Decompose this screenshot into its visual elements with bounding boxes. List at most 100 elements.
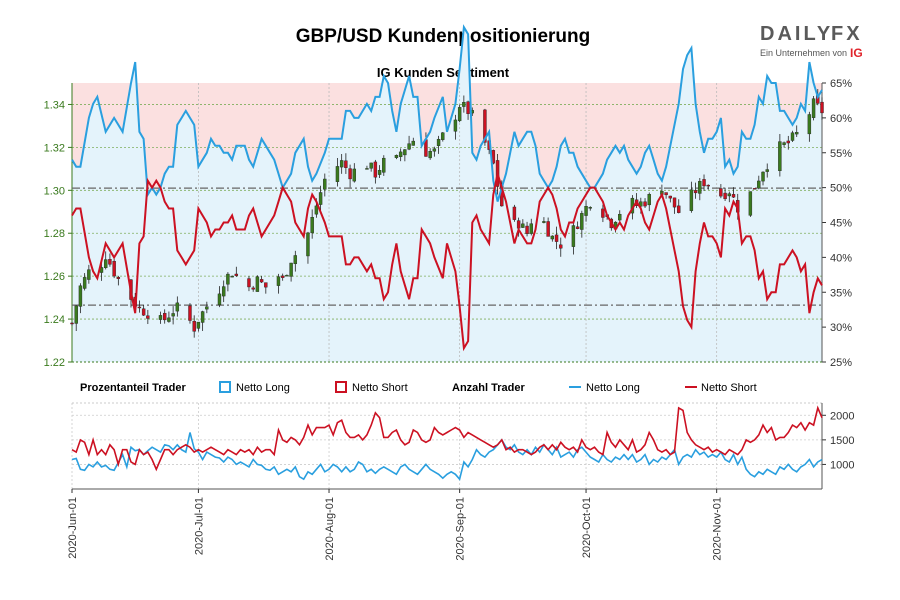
candle-body (234, 273, 239, 276)
candle-body (571, 225, 576, 247)
candle-body (432, 148, 437, 152)
candle-body (647, 194, 651, 206)
dailyfx-logo: DAILY FX Ein Unternehmen von IG (760, 23, 863, 60)
candle-body (559, 244, 563, 249)
candle-body (525, 225, 529, 234)
candle-body (158, 315, 163, 320)
candle-body (761, 171, 765, 182)
candle-body (765, 169, 769, 172)
candle-body (112, 260, 116, 277)
lower-plot: 1000 1500 2000 (71, 402, 854, 490)
candle-body (403, 149, 407, 156)
chart-subtitle: IG Kunden Sentiment (377, 65, 510, 80)
candle-body (462, 102, 466, 107)
candle-body (382, 157, 386, 173)
percent-tick-label: 55% (830, 148, 852, 160)
logo-parent: IG (850, 46, 863, 60)
legend-count-short-label: Netto Short (701, 382, 757, 394)
price-tick-label: 1.34 (44, 99, 65, 111)
count-short-line (71, 405, 823, 472)
candle-body (643, 201, 647, 207)
candle-body (230, 275, 234, 278)
logo-brand-left: DAILY (760, 23, 833, 45)
candle-body (78, 285, 83, 307)
candle-body (516, 220, 521, 229)
candle-body (318, 192, 323, 205)
candle-body (339, 160, 344, 168)
candle-body (706, 184, 710, 187)
candle-body (782, 142, 786, 145)
candle-body (542, 221, 546, 223)
percent-short-line (71, 173, 823, 352)
candle-body (369, 162, 373, 169)
date-tick-label: 2020-Oct-01 (581, 497, 593, 558)
candle-body (731, 194, 736, 198)
candle-body (377, 170, 382, 175)
candle-body (74, 305, 78, 324)
percent-tick-label: 60% (830, 113, 852, 125)
candle-body (723, 192, 727, 200)
candle-body (689, 189, 694, 211)
candle-body (546, 221, 550, 237)
count-tick-label: 2000 (830, 410, 854, 422)
candle-body (70, 322, 74, 325)
candle-body (276, 276, 281, 286)
candle-body (441, 132, 445, 140)
candle-body (192, 321, 196, 332)
candle-body (285, 274, 289, 277)
candle-body (306, 232, 310, 257)
percent-tick-label: 65% (830, 78, 852, 90)
candle-body (108, 259, 112, 265)
candle-body (259, 279, 264, 283)
percent-tick-label: 50% (830, 183, 852, 195)
candle-body (141, 308, 146, 316)
candle-body (698, 181, 702, 194)
percent-tick-label: 40% (830, 252, 852, 264)
count-long-line (71, 432, 823, 481)
candle-body (87, 269, 91, 280)
percent-tick-label: 35% (830, 287, 852, 299)
candle-body (221, 286, 226, 297)
candle-body (428, 151, 432, 159)
candle-body (314, 205, 319, 215)
candle-body (529, 223, 533, 234)
legend-percent-short-label: Netto Short (352, 382, 408, 394)
percent-tick-label: 25% (830, 357, 852, 369)
candle-body (137, 306, 142, 309)
candle-body (162, 312, 167, 321)
price-tick-label: 1.30 (44, 185, 65, 197)
candle-body (811, 98, 816, 118)
candle-body (200, 311, 205, 323)
candle-body (247, 278, 251, 288)
candle-body (580, 213, 584, 230)
price-tick-label: 1.26 (44, 271, 65, 283)
percent-long-line (71, 24, 823, 202)
legend-group-percent-title: Prozentanteil Trader (80, 382, 186, 394)
legend: Prozentanteil Trader Netto Long Netto Sh… (80, 381, 757, 394)
candle-body (757, 180, 761, 189)
candle-body (264, 282, 268, 288)
date-tick-label: 2020-Nov-01 (712, 497, 724, 561)
candle-body (167, 317, 171, 322)
price-tick-label: 1.32 (44, 142, 65, 154)
candle-body (104, 259, 108, 269)
candle-body (668, 195, 673, 199)
candle-body (310, 216, 314, 234)
candle-body (365, 168, 369, 170)
candle-body (398, 151, 403, 157)
candle-body (116, 276, 121, 279)
candle-body (483, 109, 487, 143)
count-tick-label: 1500 (830, 435, 854, 447)
date-tick-label: 2020-Sep-01 (455, 497, 467, 561)
price-tick-label: 1.24 (44, 314, 65, 326)
logo-tagline: Ein Unternehmen von (760, 48, 847, 58)
candle-body (289, 262, 293, 277)
candle-body (550, 235, 555, 240)
date-tick-label: 2020-Aug-01 (324, 497, 336, 561)
candle-body (778, 141, 782, 172)
candle-body (373, 161, 378, 178)
date-tick-label: 2020-Jul-01 (193, 497, 205, 555)
candle-body (293, 255, 298, 265)
candle-body (407, 143, 411, 150)
